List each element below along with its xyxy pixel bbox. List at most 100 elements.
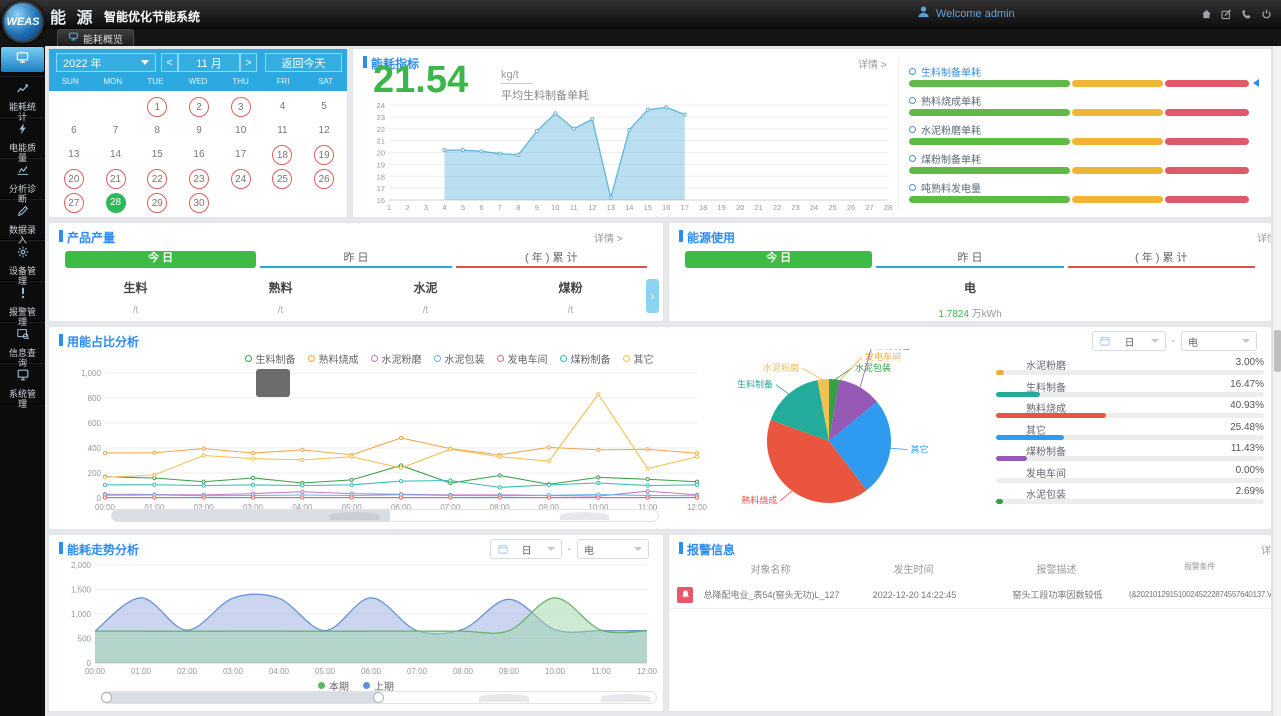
indicator-item[interactable]: 生料制备单耗 — [909, 65, 1261, 87]
product-tab[interactable]: 昨 日 — [260, 251, 452, 268]
energy-type-select[interactable]: 电 — [577, 539, 649, 559]
phone-icon[interactable] — [1240, 8, 1253, 21]
calendar-day[interactable]: 19 — [303, 143, 345, 167]
calendar-day[interactable]: 22 — [136, 167, 178, 191]
alarm-table-row[interactable]: 总降配电业_表54(窑头无功)L_127 2022-12-20 14:22:45 窑… — [669, 581, 1271, 609]
calendar-day[interactable]: 18 — [262, 143, 304, 167]
energy-tab[interactable]: 昨 日 — [876, 251, 1064, 268]
svg-text:13: 13 — [607, 203, 615, 212]
trend-legend-item[interactable]: 本期 — [318, 678, 349, 693]
product-tab[interactable]: 今 日 — [65, 251, 257, 268]
indicator-item[interactable]: 吨熟料发电量 — [909, 181, 1261, 203]
calendar-day[interactable]: 8 — [136, 119, 178, 143]
legend-item[interactable]: 生料制备 — [244, 351, 296, 366]
calendar-day[interactable]: 20 — [53, 167, 95, 191]
calendar-day[interactable]: 3 — [220, 95, 262, 119]
detail-link[interactable]: 详情 > — [858, 60, 887, 71]
line-chart-zoom-slider[interactable] — [111, 509, 659, 522]
calendar-day[interactable]: 11 — [262, 119, 304, 143]
calendar-day[interactable]: 12 — [303, 119, 345, 143]
calendar-day[interactable]: 6 — [53, 119, 95, 143]
back-to-today-button[interactable]: 返回今天 — [265, 53, 342, 72]
edit-icon[interactable] — [1220, 8, 1233, 21]
calendar-day[interactable]: 27 — [53, 191, 95, 215]
trend-zoom-slider[interactable] — [101, 691, 657, 704]
energy-tab[interactable]: 今 日 — [685, 251, 873, 268]
next-month-button[interactable]: > — [240, 53, 257, 72]
legend-item[interactable]: 煤粉制备 — [559, 351, 611, 366]
calendar-day[interactable]: 21 — [95, 167, 137, 191]
tab-energy-overview[interactable]: 能耗概览 — [57, 29, 134, 46]
year-select[interactable]: 2022 年 — [56, 53, 156, 72]
day-number — [106, 97, 126, 117]
threshold-segment — [1072, 138, 1163, 145]
chart-tooltip-ghost — [256, 369, 290, 397]
sidebar-item-system[interactable]: 系统管理 — [0, 363, 45, 409]
day-number: 3 — [230, 97, 251, 117]
sidebar-item-label: 数据录入 — [8, 225, 36, 245]
calendar-day[interactable]: 13 — [53, 143, 95, 167]
calendar-day[interactable]: 2 — [178, 95, 220, 119]
calendar-day[interactable]: 4 — [262, 95, 304, 119]
calendar-day[interactable]: 23 — [178, 167, 220, 191]
indicator-item[interactable]: 水泥粉磨单耗 — [909, 123, 1261, 145]
period-value: 日 — [1124, 337, 1135, 349]
trend-legend-item[interactable]: 上期 — [363, 678, 394, 693]
legend-item[interactable]: 水泥包装 — [433, 351, 485, 366]
calendar-day[interactable]: 28 — [95, 191, 137, 215]
sidebar-item-pencil[interactable]: 数据录入 — [0, 199, 45, 245]
sidebar-item-stats[interactable]: 能耗统计 — [0, 76, 45, 122]
day-number: 25 — [272, 169, 293, 189]
user-menu[interactable]: Welcome admin — [916, 4, 1015, 24]
legend-item[interactable]: 其它 — [622, 351, 654, 366]
separator: - — [1171, 335, 1175, 347]
calendar-day[interactable]: 26 — [303, 167, 345, 191]
product-tab[interactable]: ( 年 ) 累 计 — [455, 251, 648, 268]
sidebar-item-gear[interactable]: 设备管理 — [0, 240, 45, 286]
calendar-day[interactable]: 29 — [136, 191, 178, 215]
power-icon[interactable] — [1260, 8, 1273, 21]
legend-item[interactable]: 发电车间 — [496, 351, 548, 366]
calendar-day[interactable]: 25 — [262, 167, 304, 191]
home-icon[interactable] — [1200, 8, 1213, 21]
alert-icon — [16, 286, 30, 305]
carousel-next-button[interactable]: › — [646, 279, 659, 313]
calendar-day[interactable]: 14 — [95, 143, 137, 167]
detail-link[interactable]: 详情 > — [594, 234, 623, 245]
legend-item[interactable]: 水泥粉磨 — [370, 351, 422, 366]
sidebar-item-diagnose[interactable]: 分析诊断 — [0, 158, 45, 204]
calendar-day[interactable]: 9 — [178, 119, 220, 143]
calendar-day[interactable]: 15 — [136, 143, 178, 167]
legend-item[interactable]: 熟料烧成 — [307, 351, 359, 366]
calendar-day[interactable]: 5 — [303, 95, 345, 119]
sidebar-item-energy-overview[interactable] — [1, 47, 44, 72]
slider-wave — [478, 694, 529, 702]
sidebar-item-bolt[interactable]: 电能质量 — [0, 117, 45, 163]
slider-handle[interactable] — [101, 692, 112, 703]
indicator-item[interactable]: 煤粉制备单耗 — [909, 152, 1261, 174]
calendar-day[interactable]: 17 — [220, 143, 262, 167]
period-select[interactable]: 日 — [1091, 331, 1166, 351]
calendar-day[interactable]: 24 — [220, 167, 262, 191]
sidebar-item-infosearch[interactable]: 信息查询 — [0, 322, 45, 368]
panel-title: 能耗走势分析 — [59, 541, 139, 558]
detail-link[interactable]: 详情 > — [1257, 234, 1271, 245]
calendar-day[interactable]: 10 — [220, 119, 262, 143]
legend-ring-icon — [244, 355, 252, 362]
sidebar-item-alert[interactable]: 报警管理 — [0, 281, 45, 327]
energy-type-select[interactable]: 电 — [1181, 331, 1257, 351]
day-number: 23 — [188, 169, 209, 189]
calendar-day[interactable]: 30 — [178, 191, 220, 215]
calendar-day[interactable]: 7 — [95, 119, 137, 143]
day-number: 19 — [314, 145, 335, 165]
svg-text:生料制备: 生料制备 — [737, 379, 773, 390]
scrollbar-thumb[interactable] — [1274, 330, 1281, 372]
calendar-day[interactable]: 16 — [178, 143, 220, 167]
calendar-day[interactable]: 1 — [136, 95, 178, 119]
energy-tab[interactable]: ( 年 ) 累 计 — [1067, 251, 1256, 268]
prev-month-button[interactable]: < — [161, 53, 178, 72]
period-select[interactable]: 日 — [489, 539, 562, 559]
indicator-item[interactable]: 熟料烧成单耗 — [909, 94, 1261, 116]
slider-handle[interactable] — [373, 692, 384, 703]
detail-link[interactable]: 详情 > — [1261, 546, 1271, 557]
